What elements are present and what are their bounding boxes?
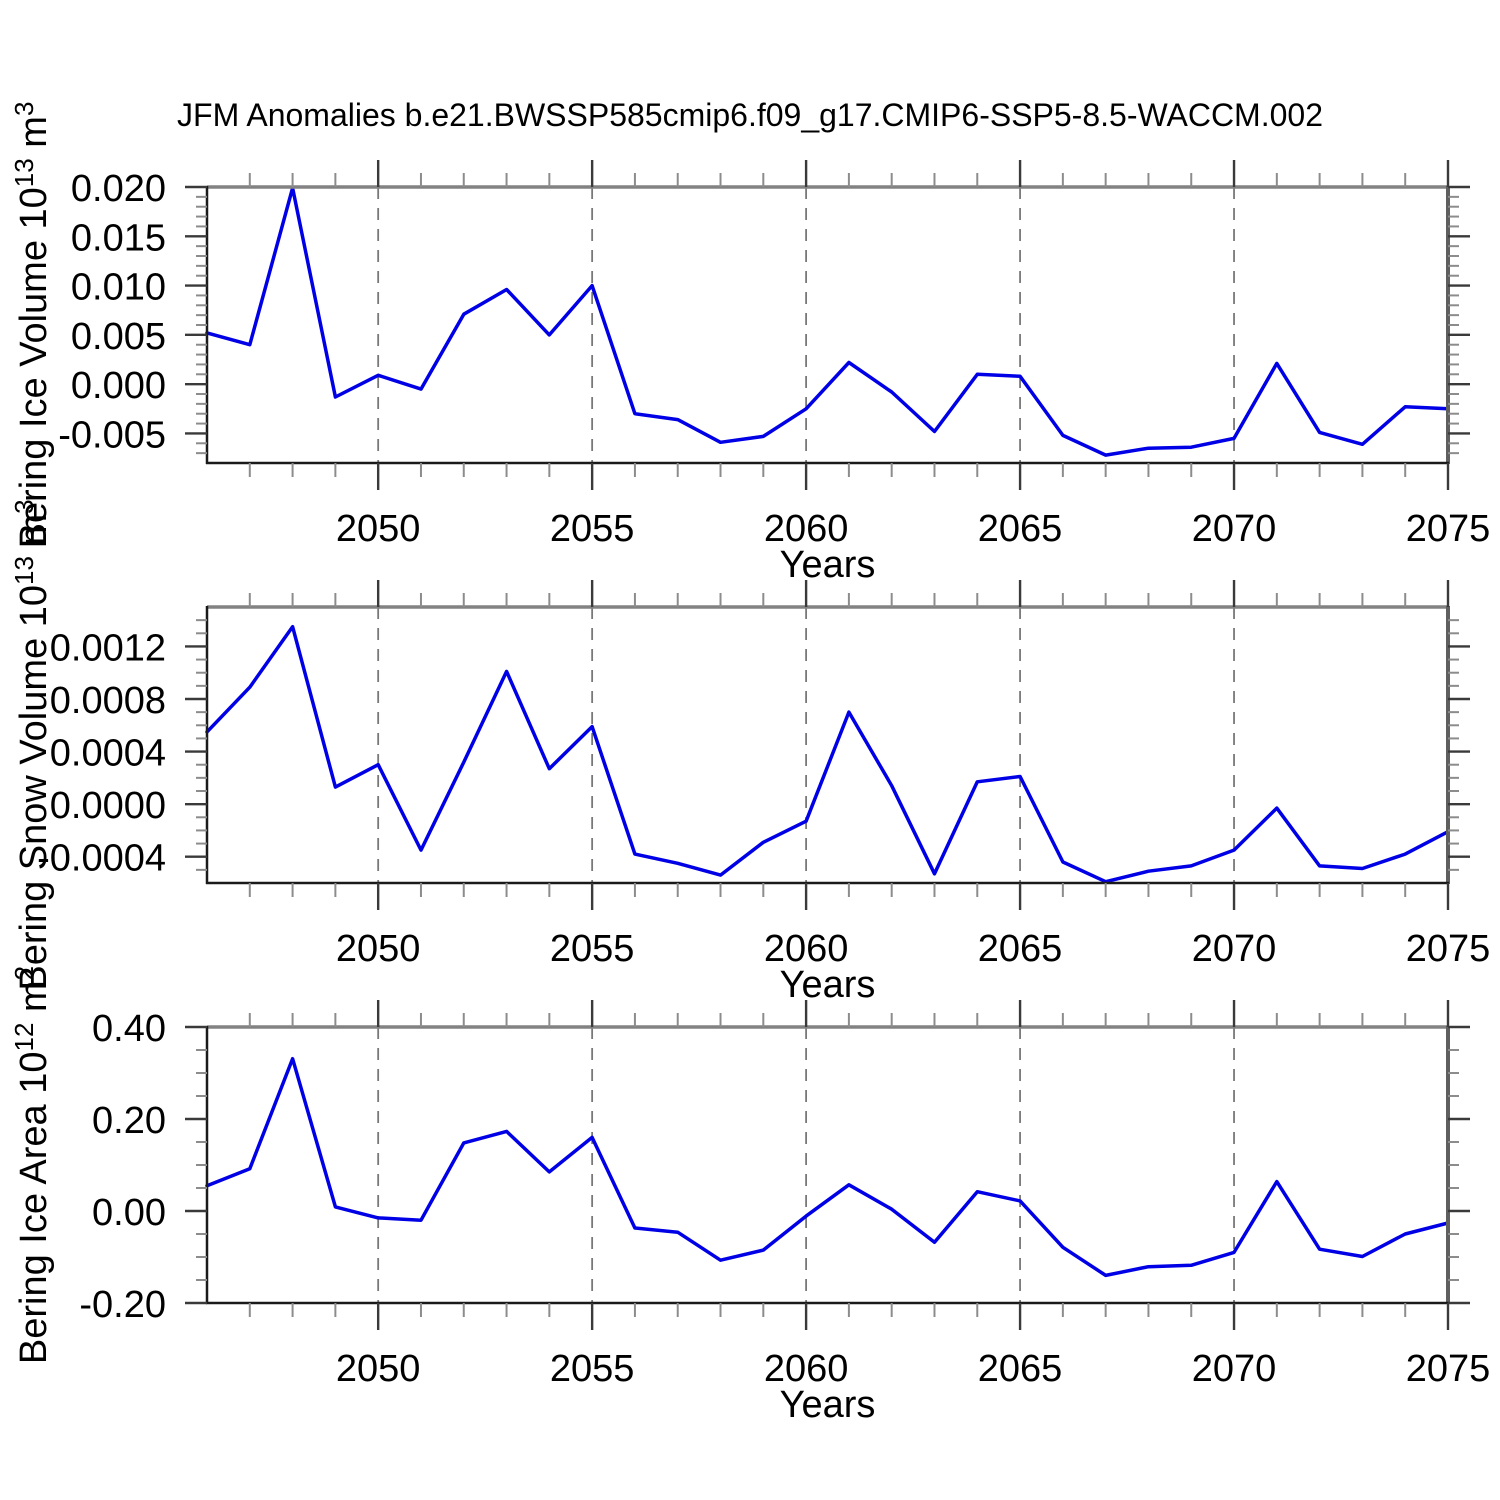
y-tick-label: -0.20 — [79, 1284, 166, 1326]
y-tick-label: 0.020 — [71, 168, 166, 210]
bering-ice-area-panel: 2050 2055 2060 2065 2070 2075 0.40 0.20 0.00 -0.2… — [9, 966, 1490, 1426]
x-tick-label: 2050 — [336, 928, 421, 970]
x-axis-title: Years — [780, 964, 876, 1006]
bering-ice-volume-panel: 2050 2055 2060 2065 2070 2075 0.020 0.015 0.010 0… — [9, 102, 1490, 586]
x-tick-label: 2050 — [336, 508, 421, 550]
x-tick-label: 2075 — [1406, 508, 1491, 550]
x-tick-label: 2055 — [550, 508, 635, 550]
x-tick-label: 2055 — [550, 1348, 635, 1390]
x-tick-label: 2065 — [978, 928, 1063, 970]
x-tick-label: 2070 — [1192, 1348, 1277, 1390]
y-tick-label: 0.0012 — [50, 627, 166, 669]
x-tick-label: 2075 — [1406, 1348, 1491, 1390]
y-tick-label: 0.005 — [71, 316, 166, 358]
x-tick-label: 2070 — [1192, 508, 1277, 550]
x-tick-label: 2060 — [764, 928, 849, 970]
x-tick-label: 2070 — [1192, 928, 1277, 970]
bering-snow-volume-panel: 2050 2055 2060 2065 2070 2075 0.0012 0.0008 0.00… — [9, 499, 1490, 1006]
y-tick-label: 0.20 — [92, 1100, 166, 1142]
y-tick-label: 0.00 — [92, 1192, 166, 1234]
y-axis-title: Bering Ice Area 1012 m2 — [9, 966, 55, 1364]
bering-ice-volume-line — [205, 186, 1450, 457]
y-tick-label: -0.0004 — [37, 838, 166, 880]
x-tick-label: 2050 — [336, 1348, 421, 1390]
x-axis-title: Years — [780, 544, 876, 586]
y-tick-label: 0.0000 — [50, 785, 166, 827]
x-tick-label: 2065 — [978, 508, 1063, 550]
bering-ice-area-line — [205, 1056, 1450, 1278]
y-tick-label: 0.010 — [71, 267, 166, 309]
y-tick-label: 0.0008 — [50, 680, 166, 722]
x-tick-label: 2055 — [550, 928, 635, 970]
y-tick-label: -0.005 — [58, 414, 166, 456]
figure-title: JFM Anomalies b.e21.BWSSP585cmip6.f09_g1… — [177, 97, 1323, 133]
x-tick-label: 2065 — [978, 1348, 1063, 1390]
x-tick-label: 2060 — [764, 1348, 849, 1390]
y-axis-title: Bering Ice Volume 1013 m3 — [9, 102, 55, 549]
y-axis-title: Bering Snow Volume 1013 m3 — [9, 499, 55, 990]
y-tick-label: 0.40 — [92, 1008, 166, 1050]
y-tick-label: 0.0004 — [50, 733, 166, 775]
x-tick-label: 2060 — [764, 508, 849, 550]
x-tick-label: 2075 — [1406, 928, 1491, 970]
bering-snow-volume-line — [205, 624, 1450, 884]
x-axis-title: Years — [780, 1384, 876, 1426]
y-tick-label: 0.015 — [71, 217, 166, 259]
y-tick-label: 0.000 — [71, 365, 166, 407]
